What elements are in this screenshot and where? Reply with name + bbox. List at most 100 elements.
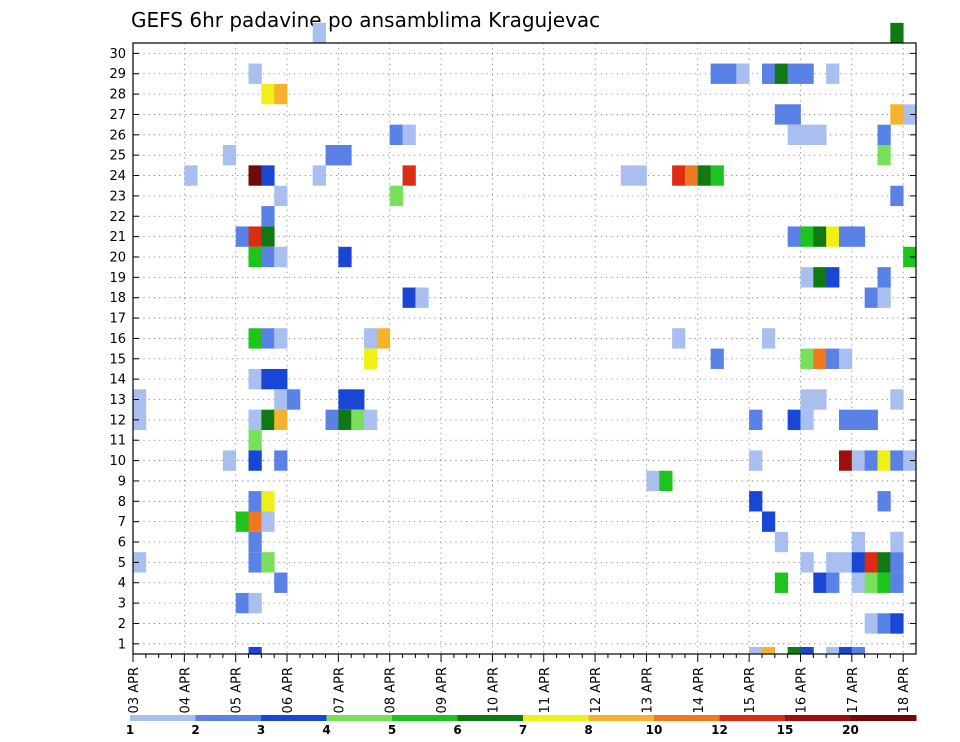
heatmap-cell [633,165,647,186]
y-tick-label: 19 [109,271,126,286]
heatmap-cell [723,63,737,84]
heatmap-cell [761,328,776,349]
heatmap-cells [133,22,917,654]
heatmap-cell [800,267,814,288]
heatmap-cell [338,145,352,166]
colorbar-label: 1 [126,723,134,737]
heatmap-cell [389,124,403,145]
heatmap-cell [287,389,301,410]
colorbar-label: 15 [777,723,794,737]
heatmap-cell [826,552,840,573]
heatmap-cell [736,63,750,84]
y-tick-label: 1 [118,637,126,652]
x-tick-label: 18 APR [897,667,912,713]
heatmap-cell [864,409,878,431]
y-tick-label: 3 [118,597,126,612]
y-tick-label: 23 [109,189,126,204]
heatmap-cell [813,348,827,369]
heatmap-cell [620,165,635,186]
y-tick-label: 15 [109,352,126,367]
heatmap-cell [851,531,866,553]
heatmap-cell [838,552,853,573]
colorbar-swatch [457,715,524,721]
colorbar-swatch [130,715,196,721]
heatmap-cell [389,185,403,207]
heatmap-cell [274,83,288,105]
heatmap-cell [787,409,801,431]
heatmap-cell [800,124,814,145]
colorbar-swatch [326,715,393,721]
heatmap-cell [261,83,275,105]
heatmap-cell [248,165,262,186]
x-tick-label: 11 APR [538,667,553,713]
heatmap-cell [826,647,840,654]
heatmap-cell [838,226,853,247]
heatmap-cell [877,450,891,471]
heatmap-cell [261,511,275,532]
heatmap-cell [184,165,198,186]
heatmap-cell [890,104,904,125]
heatmap-cell [338,389,352,410]
x-axis-ticks: 03 APR 04 APR 05 APR 06 APR 07 APR 08 APR 09 A… [127,654,912,713]
colorbar-swatch [588,715,655,721]
heatmap-cell [800,647,814,654]
heatmap-cell [890,572,904,593]
heatmap-cell [402,287,416,308]
heatmap-cell [274,572,288,593]
heatmap-cell [890,450,904,471]
heatmap-cell [684,165,699,186]
y-tick-label: 5 [118,556,126,571]
heatmap-cell [710,348,724,369]
y-tick-label: 7 [118,515,126,530]
heatmap-cell [890,552,904,573]
heatmap-cell [864,572,878,593]
heatmap-cell [787,226,801,247]
heatmap-cell [248,368,262,390]
heatmap-cell [774,572,789,593]
heatmap-cell [338,246,352,268]
heatmap-cell [787,104,801,125]
heatmap-cell [261,206,275,227]
heatmap-cell [274,389,288,410]
y-tick-label: 11 [109,434,126,449]
heatmap-cell [877,572,891,593]
heatmap-cell [851,226,866,247]
heatmap-cell [800,226,814,247]
x-tick-label: 06 APR [281,667,296,713]
heatmap-cell [261,246,275,268]
y-tick-label: 8 [118,495,126,510]
heatmap-cell [890,22,904,44]
heatmap-cell [851,552,866,573]
heatmap-cell [133,409,147,431]
heatmap-cell [338,409,352,431]
colorbar-swatch [195,715,262,721]
heatmap-cell [646,470,660,492]
colorbar-label: 2 [191,723,199,737]
y-tick-label: 29 [109,67,126,82]
x-tick-label: 04 APR [178,667,193,713]
heatmap-cell [749,409,763,431]
heatmap-cell [903,246,917,268]
heatmap-cell [364,409,378,431]
heatmap-cell [248,409,262,431]
y-tick-label: 6 [118,536,126,551]
y-tick-label: 27 [109,108,126,123]
heatmap-cell [813,389,827,410]
heatmap-cell [787,124,801,145]
heatmap-cell [274,409,288,431]
y-tick-label: 26 [109,128,126,143]
heatmap-cell [864,552,878,573]
heatmap-cell [312,22,326,44]
colorbar-swatch [719,715,786,721]
y-tick-label: 4 [118,576,126,591]
plot-frame [132,42,917,655]
heatmap-cell [261,328,275,349]
heatmap-cell [800,348,814,369]
heatmap-cell [248,63,262,84]
y-tick-label: 10 [109,454,126,469]
y-tick-label: 16 [109,332,126,347]
y-tick-label: 14 [109,373,126,388]
y-tick-label: 20 [109,250,126,265]
y-tick-label: 25 [109,149,126,164]
